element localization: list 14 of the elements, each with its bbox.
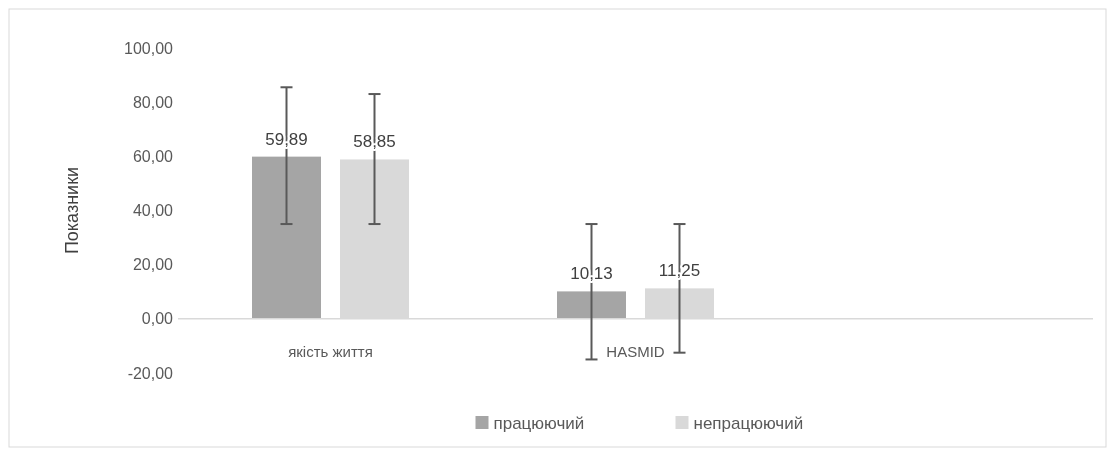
x-tick-label: якість життя xyxy=(288,343,373,361)
bar xyxy=(557,291,626,319)
y-tick-label: 0,00 xyxy=(141,310,174,328)
y-tick-label: 60,00 xyxy=(132,147,174,165)
legend-label: працюючий xyxy=(493,413,585,433)
bar xyxy=(252,156,321,319)
y-tick-label: -20,00 xyxy=(127,364,174,382)
legend-label: непрацюючий xyxy=(693,413,804,433)
y-tick-label: 100,00 xyxy=(124,39,174,57)
y-axis-title: Показники xyxy=(62,166,82,255)
y-tick-label: 20,00 xyxy=(132,256,174,274)
y-tick-label: 40,00 xyxy=(132,202,174,220)
x-tick-label: HASMID xyxy=(606,343,665,361)
y-tick-label: 80,00 xyxy=(132,93,174,111)
